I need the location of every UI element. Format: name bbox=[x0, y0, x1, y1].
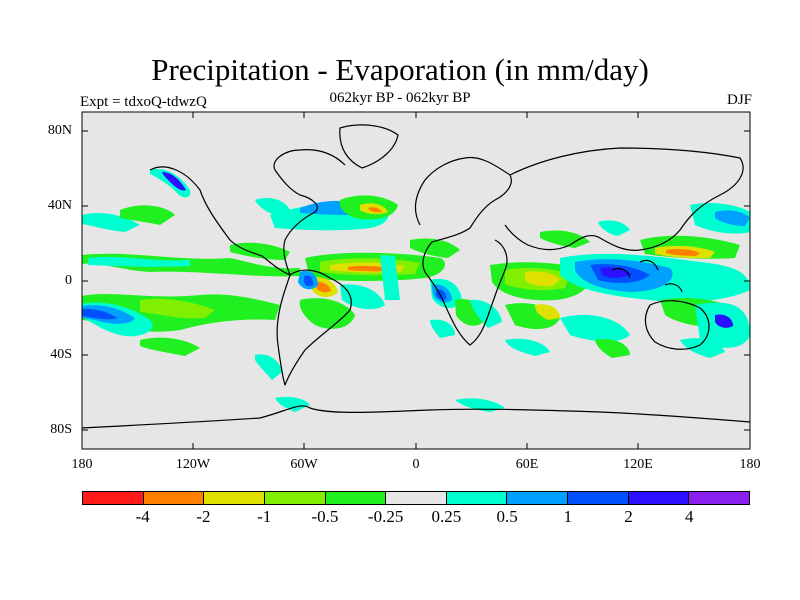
colorbar-segment bbox=[264, 492, 326, 504]
contour-cyan-south-indian bbox=[560, 314, 630, 342]
coastlines bbox=[82, 124, 750, 429]
lon-tick-0: 0 bbox=[412, 457, 420, 472]
experiment-label: Expt = tdxoQ-tdwzQ bbox=[80, 94, 207, 110]
lon-tick-60w: 60W bbox=[290, 457, 318, 472]
contour-green-sahara bbox=[540, 230, 590, 248]
contour-indigo-maritime bbox=[600, 267, 632, 278]
contour-yellow-indian-ocean bbox=[525, 271, 560, 287]
colorbar-label: 0.25 bbox=[431, 507, 462, 526]
contour-green-east-pacific bbox=[230, 242, 290, 260]
contour-orange-brazil bbox=[316, 281, 331, 293]
coastline-maritime-islands bbox=[611, 259, 683, 293]
lon-tick-120w: 120W bbox=[175, 457, 211, 472]
coastline-north-america bbox=[149, 149, 346, 276]
contour-cyan-band-north-pacific bbox=[88, 256, 190, 267]
contour-green-west-africa bbox=[410, 238, 460, 258]
colorbar-label: 0.5 bbox=[496, 507, 518, 526]
contour-cyan-chile bbox=[255, 354, 282, 380]
contour-orange-atlantic-midlat bbox=[368, 207, 382, 213]
contour-cyan-alaska bbox=[150, 169, 191, 198]
contour-cyan-central-atlantic-south bbox=[380, 255, 400, 300]
lat-tick-80s: 80S bbox=[50, 422, 72, 437]
contour-cyan-east-asia bbox=[598, 220, 630, 236]
contour-green-north-pacific-midlat bbox=[120, 205, 175, 225]
colorbar-segment bbox=[689, 492, 750, 504]
colorbar-segment bbox=[83, 492, 144, 504]
coastline-asia bbox=[504, 147, 744, 251]
colorbar bbox=[82, 491, 750, 505]
lat-tick-80n: 80N bbox=[47, 123, 72, 138]
contour-cyan-madagascar bbox=[470, 299, 502, 328]
season-label: DJF bbox=[726, 92, 752, 108]
colorbar-label: 2 bbox=[624, 507, 633, 526]
colorbar-segment bbox=[204, 492, 265, 504]
contour-cyan-north-pacific-midlat bbox=[82, 213, 140, 232]
contour-orange-west-pacific-north bbox=[666, 249, 700, 256]
contour-cyan-drake bbox=[275, 396, 310, 412]
coastline-greenland bbox=[339, 124, 399, 169]
contour-darkblue-coral-sea bbox=[715, 314, 733, 328]
contour-green-central-pacific-south bbox=[140, 337, 200, 356]
colorbar-label: -0.25 bbox=[367, 507, 404, 526]
lon-tick-60e: 60E bbox=[515, 457, 539, 472]
contour-green-south-indian-far bbox=[595, 339, 630, 358]
contour-orange-atlantic-itcz bbox=[348, 265, 388, 272]
contour-cyan-southern-indian bbox=[455, 398, 505, 412]
contour-cyan-south-indian-far bbox=[505, 338, 550, 356]
colorbar-segment bbox=[446, 492, 508, 504]
map-tick-marks bbox=[81, 112, 751, 449]
colorbar-segment bbox=[325, 492, 387, 504]
lon-tick-180e: 180 bbox=[739, 457, 761, 472]
coastline-australia bbox=[644, 300, 710, 350]
contour-cyan-labrador bbox=[255, 198, 290, 216]
coastline-europe-africa bbox=[414, 156, 512, 346]
lat-tick-40n: 40N bbox=[47, 198, 72, 213]
colorbar-segment bbox=[386, 492, 447, 504]
lon-tick-180w: 180 bbox=[71, 457, 93, 472]
contour-blue-north-pacific-west bbox=[715, 210, 750, 226]
lat-tick-40s: 40S bbox=[50, 347, 72, 362]
map-subtitle: 062kyr BP - 062kyr BP bbox=[329, 90, 471, 106]
colorbar-label: -0.5 bbox=[311, 507, 339, 526]
colorbar-segment bbox=[628, 492, 690, 504]
lat-tick-0: 0 bbox=[65, 273, 72, 288]
colorbar-label: 4 bbox=[685, 507, 694, 526]
contour-lightgreen-south-pacific bbox=[140, 298, 215, 319]
coastline-antarctica bbox=[82, 405, 750, 429]
contour-darkblue-alaska bbox=[162, 172, 186, 191]
colorbar-label: 1 bbox=[563, 507, 573, 526]
contour-green-south-atlantic-west bbox=[299, 298, 355, 329]
contour-fields bbox=[82, 169, 750, 412]
map-title: Precipitation - Evaporation (in mm/day) bbox=[151, 52, 649, 87]
colorbar-segment bbox=[507, 492, 569, 504]
contour-darkblue-south-pacific bbox=[82, 308, 118, 320]
contour-cyan-south-africa bbox=[430, 319, 455, 338]
coastline-south-america bbox=[276, 269, 352, 386]
contour-cyan-south-pacific-west bbox=[680, 338, 725, 358]
colorbar-label: -1 bbox=[257, 507, 272, 526]
contour-darkblue-amazon bbox=[304, 275, 314, 287]
lon-tick-120e: 120E bbox=[623, 457, 653, 472]
contour-yellow-south-indian bbox=[535, 304, 560, 320]
colorbar-segment bbox=[143, 492, 205, 504]
colorbar-segment bbox=[568, 492, 629, 504]
colorbar-label: -4 bbox=[135, 507, 150, 526]
colorbar-label: -2 bbox=[196, 507, 211, 526]
